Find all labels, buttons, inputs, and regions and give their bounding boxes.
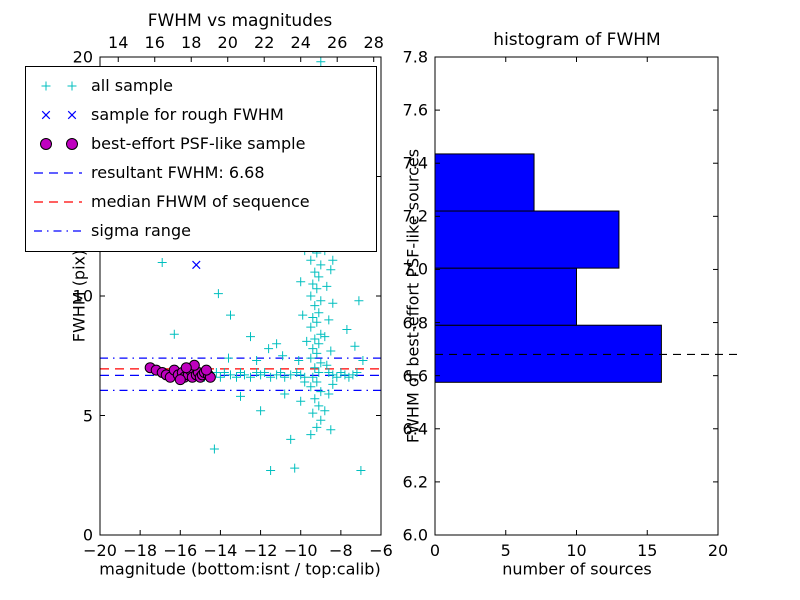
psf-sample-points <box>174 374 186 386</box>
left-y-tick-label: 10 <box>72 286 93 306</box>
legend-label: sigma range <box>91 221 191 240</box>
left-plot-ylabel: FWHM (pix) <box>69 249 89 343</box>
right-y-tick-label: 7.6 <box>402 100 428 120</box>
right-plot-xlabel: number of sources <box>502 559 652 579</box>
left-x-tick-label: −20 <box>83 541 117 560</box>
right-y-tick-label: 6.4 <box>402 419 428 439</box>
left-x-tick-label: −10 <box>283 541 318 560</box>
left-x-tick-label: −8 <box>329 541 353 560</box>
dashed-line-icon <box>34 200 82 203</box>
left-x-tick-label: −12 <box>243 541 278 560</box>
legend-item: best-effort PSF-like sample <box>32 129 376 158</box>
left-top-tick-label: 18 <box>181 33 202 52</box>
legend-item: resultant FWHM: 6.68 <box>32 158 376 187</box>
legend-item: all sample <box>32 71 376 100</box>
left-y-tick-label: 5 <box>82 406 93 425</box>
left-top-tick-label: 14 <box>108 33 129 52</box>
right-y-tick-label: 6.8 <box>402 313 428 333</box>
left-y-tick-label: 0 <box>82 525 93 545</box>
x-marker-icon <box>41 110 77 119</box>
legend-label: best-effort PSF-like sample <box>91 134 306 153</box>
left-plot-xlabel: magnitude (bottom:isnt / top:calib) <box>99 559 381 579</box>
legend-label: sample for rough FWHM <box>91 105 284 124</box>
plus-marker-icon <box>41 81 77 90</box>
left-plot-title: FWHM vs magnitudes <box>147 11 333 31</box>
left-top-tick-label: 20 <box>217 33 238 52</box>
psf-sample-points <box>200 364 212 376</box>
left-top-tick-label: 22 <box>254 33 275 52</box>
left-x-tick-label: −16 <box>163 541 198 560</box>
left-top-tick-label: 26 <box>327 33 348 52</box>
dashdot-line-icon <box>34 229 82 232</box>
legend-item: sample for rough FWHM <box>32 100 376 129</box>
dashed-line-icon <box>34 171 82 174</box>
histogram-bar <box>434 267 577 326</box>
right-plot-title: histogram of FWHM <box>493 30 661 50</box>
histogram-bar <box>434 210 620 269</box>
left-top-tick-label: 16 <box>144 33 165 52</box>
left-top-tick-label: 24 <box>290 33 311 52</box>
legend-label: all sample <box>91 76 173 95</box>
psf-sample-points <box>180 362 192 374</box>
left-x-tick-label: −18 <box>123 541 158 560</box>
legend-item: sigma range <box>32 216 376 245</box>
legend-label: resultant FWHM: 6.68 <box>91 163 265 182</box>
rough-fwhm-points <box>192 260 201 270</box>
left-x-tick-label: −6 <box>369 541 393 560</box>
legend-item: median FHWM of sequence <box>32 187 376 216</box>
legend-label: median FHWM of sequence <box>91 192 310 211</box>
right-x-tick-label: 5 <box>500 541 511 560</box>
right-x-tick-label: 20 <box>707 541 729 560</box>
right-x-tick-label: 10 <box>566 541 587 560</box>
right-x-tick-label: 15 <box>637 541 658 560</box>
right-x-tick-label: 0 <box>429 541 441 560</box>
right-y-tick-label: 6.6 <box>402 366 428 386</box>
right-y-tick-label: 7.0 <box>402 259 428 279</box>
right-y-tick-label: 7.8 <box>402 47 428 67</box>
left-x-tick-label: −14 <box>203 541 238 560</box>
right-y-tick-label: 6.0 <box>402 525 428 545</box>
left-top-tick-label: 28 <box>363 33 384 52</box>
right-y-tick-label: 7.2 <box>402 206 428 226</box>
right-y-tick-label: 6.2 <box>402 472 428 492</box>
left-y-tick-label: 20 <box>72 47 93 67</box>
circle-marker-icon <box>40 137 78 150</box>
legend: all sample sample for rough FWHM best-effo… <box>25 66 377 252</box>
right-y-tick-label: 7.4 <box>402 153 428 173</box>
histogram-bar <box>434 324 662 383</box>
right-plot-ylabel: FWHM of best-effort PSF-like sources <box>403 148 423 444</box>
